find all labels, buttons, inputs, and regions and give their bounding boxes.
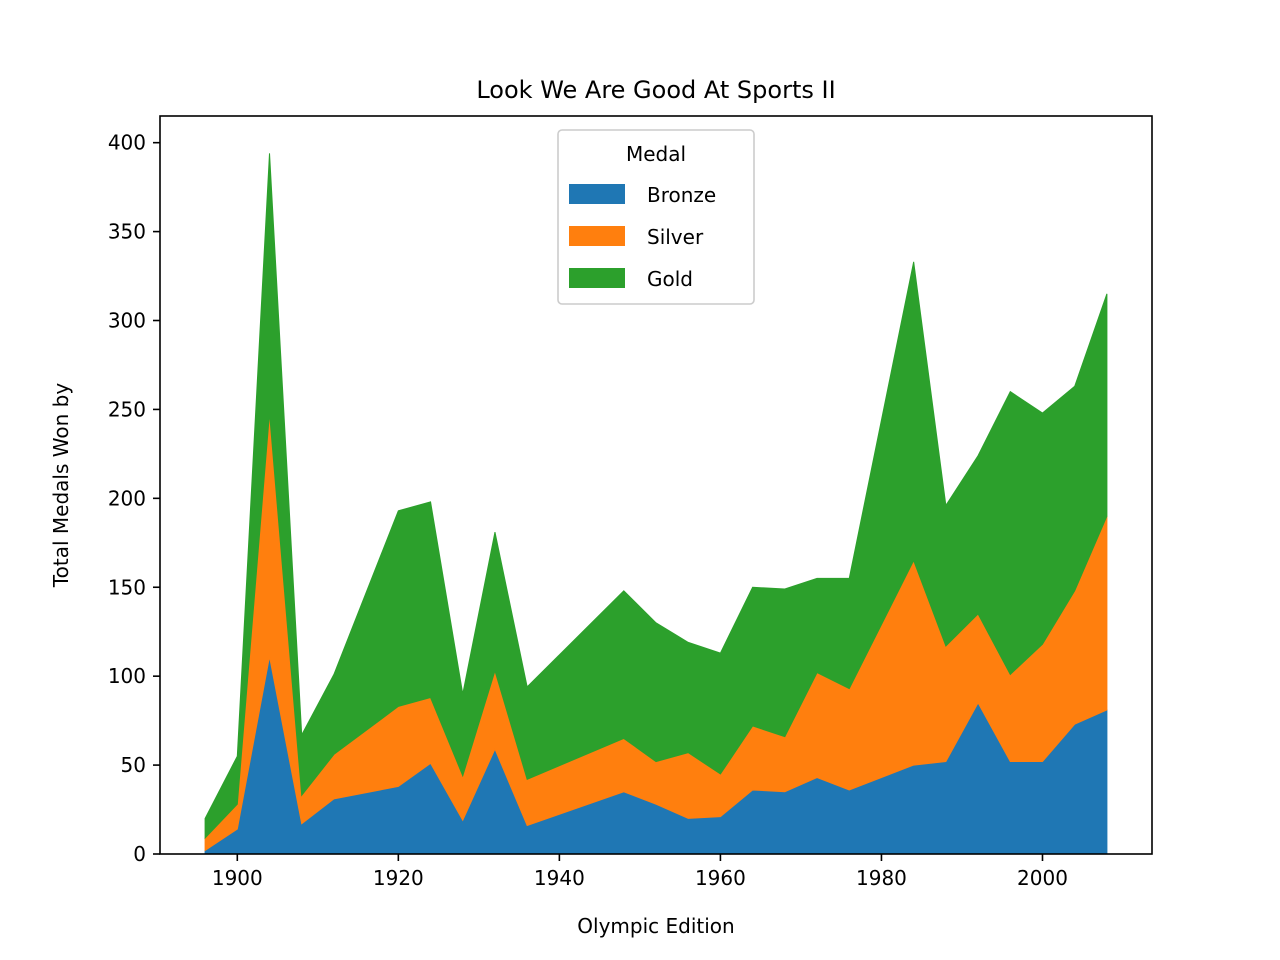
y-tick-label: 200 (108, 486, 146, 510)
x-tick-label: 1920 (373, 866, 424, 890)
y-tick-label: 50 (121, 753, 146, 777)
y-tick-label: 100 (108, 664, 146, 688)
legend-box (557, 129, 755, 305)
plot-frame (159, 115, 1153, 855)
legend: Medal Bronze Silver Gold (557, 129, 755, 305)
legend-swatch-bronze (569, 184, 625, 204)
legend-swatch-silver (569, 226, 625, 246)
x-tick-label: 1940 (534, 866, 585, 890)
y-tick-label: 350 (108, 220, 146, 244)
y-tick-label: 400 (108, 131, 146, 155)
chart-title: Look We Are Good At Sports II (476, 76, 835, 104)
x-tick-label: 1900 (212, 866, 263, 890)
legend-swatch-gold (569, 268, 625, 288)
y-axis: 0 50 100 150 200 250 300 350 400 (108, 131, 160, 866)
x-tick-label: 1980 (856, 866, 907, 890)
x-tick-label: 1960 (695, 866, 746, 890)
y-axis-label: Total Medals Won by (49, 383, 73, 588)
legend-label-bronze: Bronze (647, 183, 716, 207)
legend-label-silver: Silver (647, 225, 704, 249)
x-tick-label: 2000 (1017, 866, 1068, 890)
y-tick-label: 300 (108, 309, 146, 333)
legend-label-gold: Gold (647, 267, 693, 291)
y-tick-label: 150 (108, 575, 146, 599)
y-tick-label: 0 (133, 842, 146, 866)
y-tick-label: 250 (108, 397, 146, 421)
legend-title: Medal (626, 142, 686, 166)
area-gold (204, 153, 1108, 840)
x-axis-label: Olympic Edition (577, 914, 734, 938)
x-axis: 1900 1920 1940 1960 1980 2000 (212, 854, 1068, 890)
